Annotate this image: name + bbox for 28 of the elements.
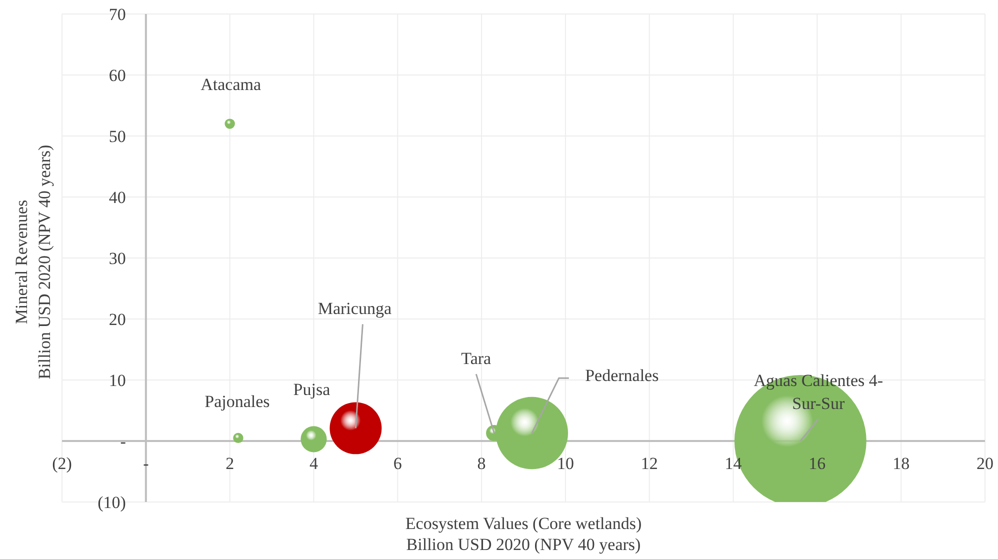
x-tick-label: 20 bbox=[976, 454, 994, 473]
x-axis-title: Ecosystem Values (Core wetlands) Billion USD 2020 (NPV 40 years) bbox=[404, 513, 643, 555]
x-tick-label: 6 bbox=[393, 454, 402, 473]
x-tick-label: 10 bbox=[556, 454, 574, 473]
y-tick-label: 60 bbox=[108, 66, 126, 85]
annotation: Maricunga bbox=[318, 299, 392, 318]
annotation: Pujsa bbox=[293, 380, 331, 400]
x-tick-label: 16 bbox=[808, 454, 826, 473]
y-tick-label: 20 bbox=[108, 310, 126, 329]
x-tick-label: (2) bbox=[52, 454, 72, 473]
annotation: Tara bbox=[461, 349, 492, 368]
x-tick-label: - bbox=[143, 454, 150, 473]
x-tick-label: 18 bbox=[892, 454, 910, 473]
y-axis-title: Mineral Revenues Billion USD 2020 (NPV 40 years) bbox=[12, 144, 54, 380]
y-tick-label: - bbox=[120, 432, 126, 451]
x-tick-label: 4 bbox=[309, 454, 318, 473]
y-tick-label: (10) bbox=[98, 493, 126, 512]
annotation: Pedernales bbox=[585, 366, 659, 386]
x-tick-label: 12 bbox=[640, 454, 658, 473]
x-tick-label: 2 bbox=[226, 454, 234, 473]
y-tick-label: 40 bbox=[108, 188, 126, 207]
y-tick-label: 30 bbox=[108, 249, 126, 268]
y-tick-label: 10 bbox=[108, 371, 126, 390]
y-tick-label: 50 bbox=[108, 127, 126, 146]
annotation: Atacama bbox=[200, 74, 262, 94]
annotation: Pajonales bbox=[204, 392, 270, 411]
y-tick-label: 70 bbox=[108, 5, 126, 24]
x-tick-label: 8 bbox=[477, 454, 486, 473]
